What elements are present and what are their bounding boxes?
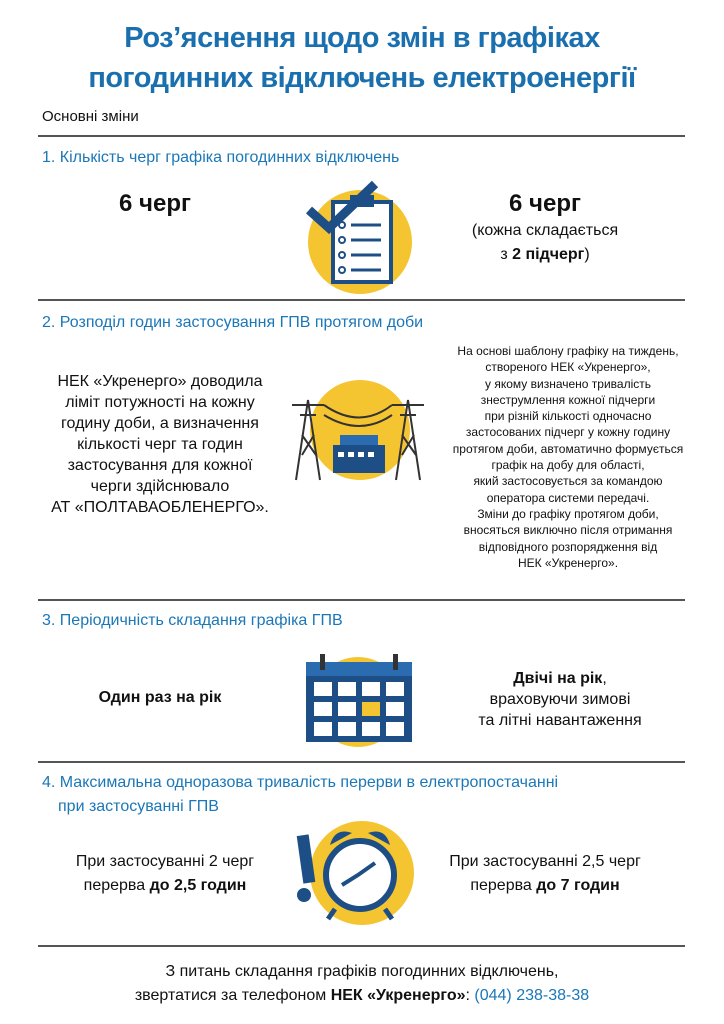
text: ) bbox=[584, 246, 590, 263]
text-line: графік на добу для області, bbox=[491, 458, 645, 473]
bold-text: Двічі на рік bbox=[513, 670, 603, 687]
footer-line: З питань складання графіків погодинних в… bbox=[165, 963, 559, 980]
text-line: та літні навантаження bbox=[478, 712, 642, 729]
text: перерва bbox=[470, 877, 537, 894]
section-1-right: 6 черг (кожна складається з 2 підчерг) bbox=[450, 190, 640, 265]
divider bbox=[38, 945, 685, 947]
text-line: НЕК «Укренерго». bbox=[517, 555, 619, 570]
heading-line: 4. Максимальна одноразова тривалість пер… bbox=[42, 774, 559, 791]
title-line: погодинних відключень електроенергії bbox=[88, 62, 636, 94]
section-3-right: Двічі на рік, враховуючи зимові та літні… bbox=[460, 668, 660, 731]
text-line: оператора системи передачі. bbox=[486, 490, 650, 505]
title-line: Роз’яснення щодо змін в графіках bbox=[124, 22, 600, 54]
footer: З питань складання графіків погодинних в… bbox=[0, 960, 724, 1008]
section-2-heading: 2. Розподіл годин застосування ГПВ протя… bbox=[42, 314, 424, 331]
text: перерва bbox=[83, 877, 150, 894]
calendar-icon bbox=[306, 654, 412, 747]
alarm-clock-icon bbox=[296, 821, 414, 925]
text-line: враховуючи зимові bbox=[489, 691, 631, 708]
section-4-heading: 4. Максимальна одноразова тривалість пер… bbox=[42, 771, 558, 819]
divider bbox=[38, 299, 685, 301]
text-line: застосованих підчерг у кожну годину bbox=[465, 425, 671, 440]
divider bbox=[38, 135, 685, 137]
text-line: застосування для кожної bbox=[67, 457, 253, 474]
section-2-right: На основі шаблону графіку на тиждень, ств… bbox=[420, 343, 716, 571]
section-4-right: При застосуванні 2,5 черг перерва до 7 г… bbox=[430, 851, 660, 896]
bold-text: НЕК «Укренерго» bbox=[330, 987, 466, 1004]
section-2-left: НЕК «Укренерго» доводила ліміт потужності… bbox=[40, 371, 280, 518]
text-line: знеструмлення кожної підчерги bbox=[480, 392, 656, 407]
bold-text: до 2,5 годин bbox=[149, 877, 247, 894]
text: звертатися за телефоном bbox=[134, 987, 331, 1004]
divider bbox=[38, 599, 685, 601]
phone-number[interactable]: (044) 238-38-38 bbox=[474, 987, 590, 1004]
heading-line: при застосуванні ГПВ bbox=[58, 798, 219, 815]
text-line: вносяться виключно після отримання bbox=[463, 523, 673, 538]
text-line: При застосуванні 2,5 черг bbox=[449, 853, 641, 870]
text-line: АТ «ПОЛТАВАОБЛЕНЕРГО». bbox=[51, 499, 269, 516]
text-line: кількості черг та годин bbox=[77, 436, 243, 453]
text: з bbox=[500, 246, 513, 263]
text-line: Зміни до графіку протягом доби, bbox=[477, 506, 659, 521]
text-line: годину доби, а визначення bbox=[61, 415, 259, 432]
text-line: який застосовується за командою bbox=[473, 474, 663, 489]
section-3-left: Один раз на рік bbox=[98, 689, 222, 706]
section-1-left: 6 черг bbox=[119, 190, 191, 217]
clipboard-checklist-icon bbox=[305, 180, 412, 294]
right-line: (кожна складається bbox=[471, 222, 619, 239]
text-line: ліміт потужності на кожну bbox=[65, 394, 255, 411]
page-title: Роз’яснення щодо змін в графіках погодинн… bbox=[0, 18, 724, 98]
bold-text: до 7 годин bbox=[536, 877, 620, 894]
text-line: При застосуванні 2 черг bbox=[75, 853, 255, 870]
text-line: у якому визначено тривалість bbox=[485, 376, 651, 391]
text-line: відповідного розпорядження від bbox=[478, 539, 658, 554]
text-line: НЕК «Укренерго» доводила bbox=[57, 373, 263, 390]
section-1-heading: 1. Кількість черг графіка погодинних від… bbox=[42, 149, 400, 166]
text-line: при різній кількості одночасно bbox=[484, 409, 652, 424]
section-3-heading: 3. Періодичність складання графіка ГПВ bbox=[42, 612, 343, 629]
bold-text: 2 підчерг bbox=[512, 246, 585, 263]
text-line: черги здійснювало bbox=[90, 478, 230, 495]
text-line: На основі шаблону графіку на тиждень, bbox=[457, 344, 679, 358]
text: : bbox=[465, 987, 475, 1004]
section-4-left: При застосуванні 2 черг перерва до 2,5 г… bbox=[50, 851, 280, 896]
divider bbox=[38, 761, 685, 763]
subtitle: Основні зміни bbox=[42, 108, 139, 125]
text-line: протягом доби, автоматично формується bbox=[452, 441, 684, 456]
power-lines-substation-icon bbox=[292, 380, 424, 481]
text: , bbox=[602, 670, 607, 687]
text-line: створеного НЕК «Укренерго», bbox=[485, 360, 651, 375]
right-main: 6 черг bbox=[509, 190, 581, 217]
right-line: з 2 підчерг) bbox=[450, 244, 640, 265]
